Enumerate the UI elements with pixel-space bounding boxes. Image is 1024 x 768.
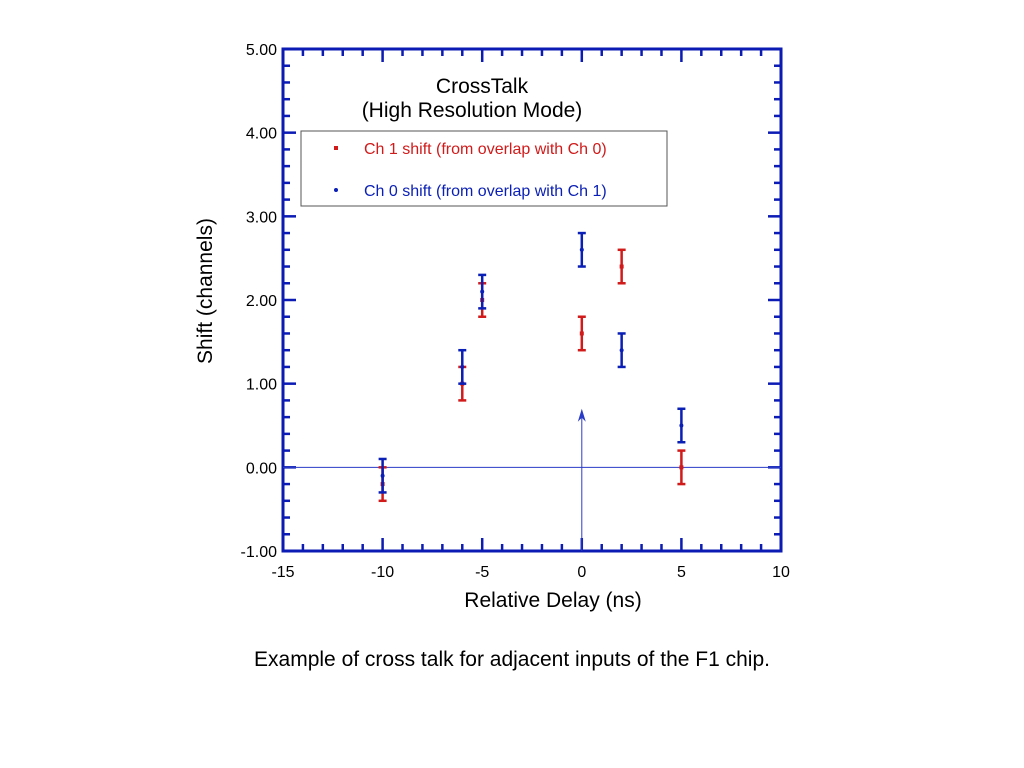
data-point <box>480 289 485 294</box>
reference-arrow-head <box>577 408 586 422</box>
data-point <box>460 364 465 369</box>
legend-label: Ch 1 shift (from overlap with Ch 0) <box>364 141 607 158</box>
x-tick-label: 5 <box>677 564 686 581</box>
series-1 <box>378 248 686 503</box>
x-axis-label: Relative Delay (ns) <box>464 589 641 612</box>
data-point <box>679 423 684 428</box>
y-axis-label: Shift (channels) <box>194 218 217 364</box>
reference-lines <box>283 408 781 551</box>
data-point <box>579 247 584 252</box>
crosstalk-chart: -15 -10 -5 0 5 10 -1.00 0.00 1.00 2.00 3.00 4.00 5.0… <box>194 42 790 612</box>
x-tick-label: -5 <box>475 564 489 581</box>
y-tick-label: 2.00 <box>246 293 277 310</box>
tick-labels: -15 -10 -5 0 5 10 -1.00 0.00 1.00 2.00 3.00 4.00 5.0… <box>241 42 790 581</box>
data-point <box>619 264 624 269</box>
data-point <box>619 348 624 353</box>
data-point <box>679 465 684 470</box>
legend: Ch 1 shift (from overlap with Ch 0) Ch 0 … <box>300 130 668 207</box>
plot-frame <box>281 47 783 553</box>
plot-border <box>281 47 783 553</box>
chart-subtitle: (High Resolution Mode) <box>362 99 583 122</box>
series-2 <box>378 231 686 494</box>
y-tick-label: 4.00 <box>246 126 277 143</box>
x-tick-label: 10 <box>772 564 790 581</box>
figure-caption: Example of cross talk for adjacent input… <box>254 648 770 671</box>
axis-ticks <box>281 47 783 553</box>
y-tick-label: 1.00 <box>246 377 277 394</box>
legend-label: Ch 0 shift (from overlap with Ch 1) <box>364 183 607 200</box>
chart-title: CrossTalk <box>436 75 529 98</box>
data-point <box>579 331 584 336</box>
x-tick-label: -10 <box>371 564 394 581</box>
y-tick-label: 3.00 <box>246 209 277 226</box>
data-point <box>380 473 385 478</box>
y-tick-label: 0.00 <box>246 460 277 477</box>
legend-marker <box>334 188 338 192</box>
data-marks <box>378 231 686 503</box>
legend-box <box>300 130 668 207</box>
x-tick-label: -15 <box>271 564 294 581</box>
legend-marker <box>334 146 338 150</box>
y-tick-label: -1.00 <box>241 544 278 561</box>
y-tick-label: 5.00 <box>246 42 277 59</box>
x-tick-label: 0 <box>577 564 586 581</box>
